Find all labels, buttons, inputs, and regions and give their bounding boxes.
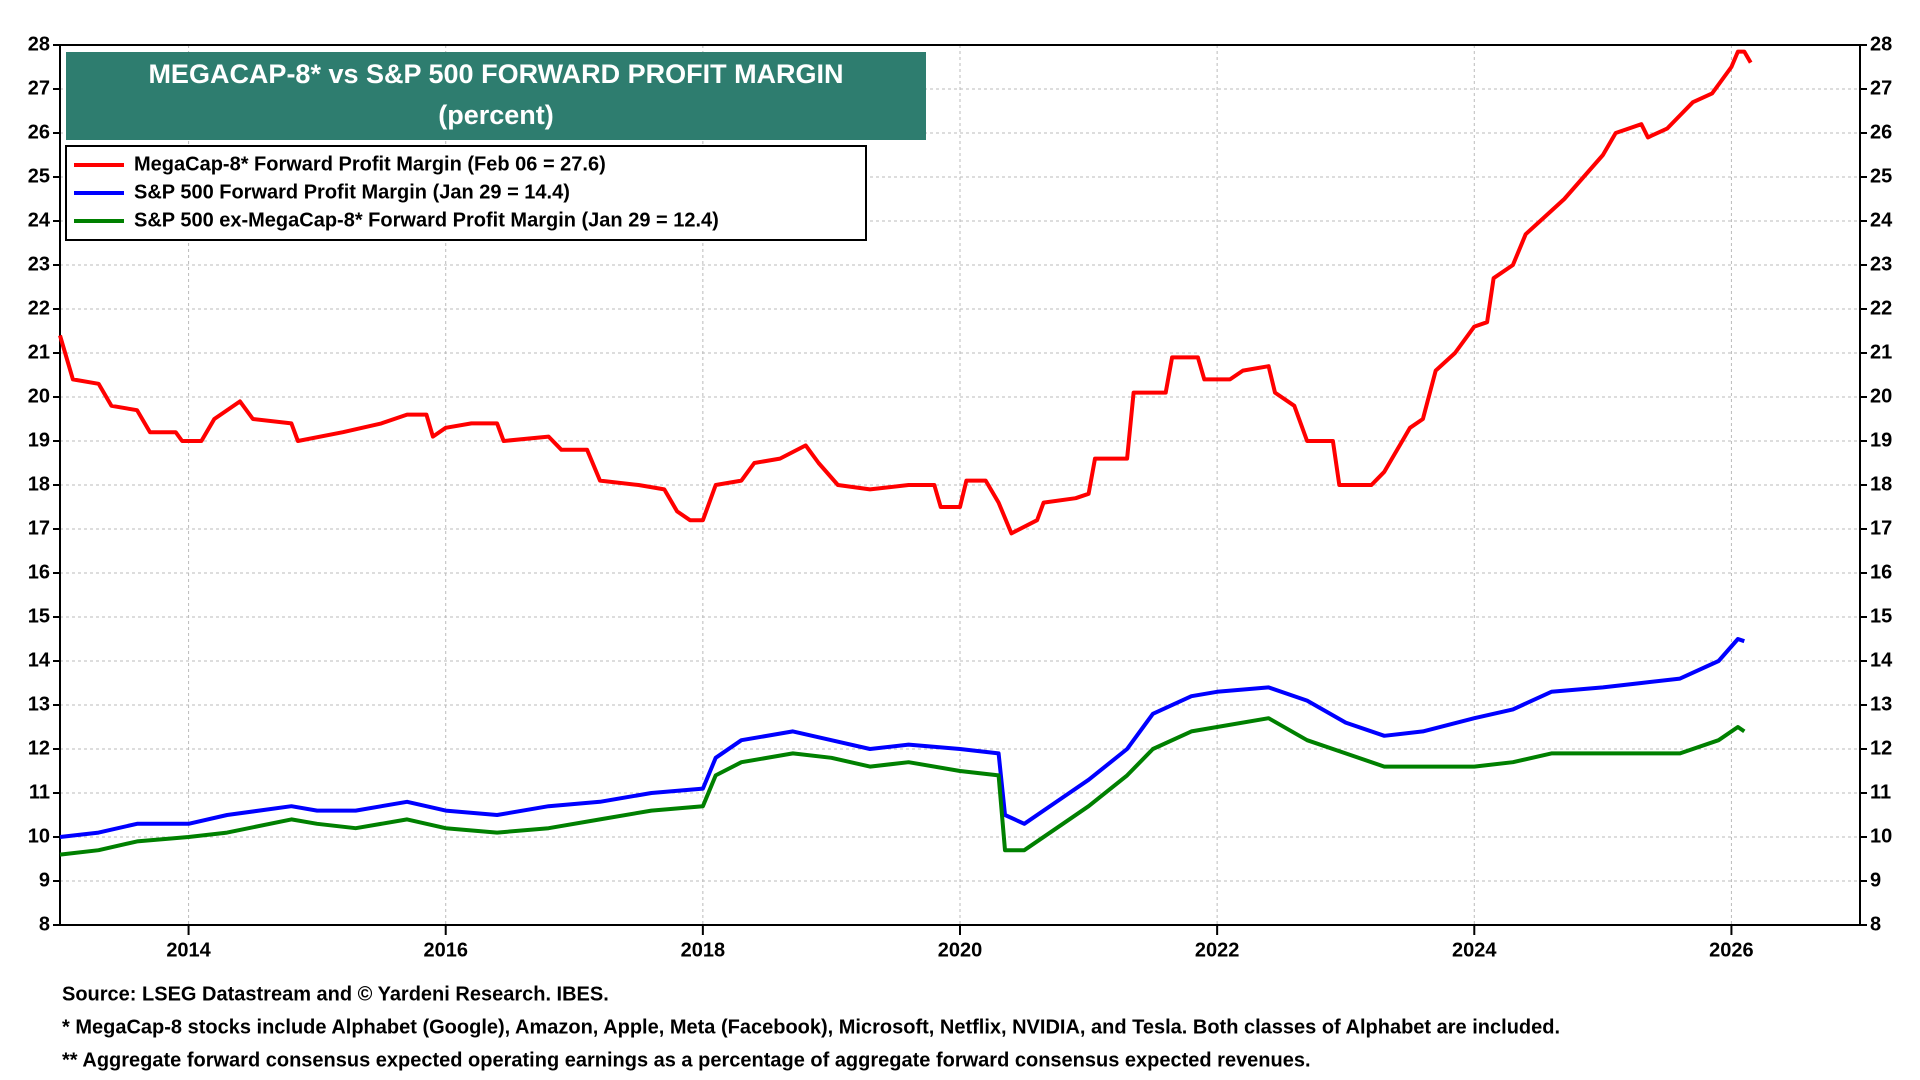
x-tick-label: 2016	[423, 939, 468, 961]
y2-tick-label: 9	[1870, 869, 1881, 891]
y-tick-label: 17	[28, 517, 50, 539]
y-tick-label: 16	[28, 561, 50, 583]
note: ** Aggregate forward consensus expected …	[62, 1049, 1311, 1071]
y-tick-label: 10	[28, 825, 50, 847]
x-tick-label: 2020	[938, 939, 983, 961]
y2-tick-label: 10	[1870, 825, 1892, 847]
y-tick-label: 19	[28, 429, 50, 451]
x-tick-label: 2014	[166, 939, 211, 961]
y-tick-label: 18	[28, 473, 50, 495]
y2-tick-label: 18	[1870, 473, 1892, 495]
y-tick-label: 24	[28, 209, 51, 231]
y2-tick-label: 27	[1870, 77, 1892, 99]
y-tick-label: 26	[28, 121, 50, 143]
x-tick-label: 2022	[1195, 939, 1240, 961]
y-tick-label: 11	[29, 781, 50, 803]
legend-label: S&P 500 ex-MegaCap-8* Forward Profit Mar…	[134, 209, 719, 231]
series-line	[58, 49, 1753, 536]
series-line	[59, 637, 1745, 839]
y2-tick-label: 13	[1870, 693, 1892, 715]
y2-tick-label: 15	[1870, 605, 1892, 627]
y2-tick-label: 8	[1870, 913, 1881, 935]
y-tick-label: 20	[28, 385, 50, 407]
y2-tick-label: 21	[1870, 341, 1892, 363]
y2-tick-label: 19	[1870, 429, 1892, 451]
y-tick-label: 15	[28, 605, 50, 627]
y2-tick-label: 22	[1870, 297, 1892, 319]
legend-label: MegaCap-8* Forward Profit Margin (Feb 06…	[134, 153, 606, 175]
plot-frame	[59, 44, 1861, 926]
note: Source: LSEG Datastream and © Yardeni Re…	[62, 983, 609, 1005]
y-tick-label: 8	[39, 913, 50, 935]
y2-tick-label: 14	[1870, 649, 1893, 671]
note: * MegaCap-8 stocks include Alphabet (Goo…	[62, 1016, 1560, 1038]
y2-tick-label: 20	[1870, 385, 1892, 407]
y-tick-label: 12	[28, 737, 50, 759]
y-tick-label: 25	[28, 165, 50, 187]
y2-tick-label: 24	[1870, 209, 1893, 231]
y2-tick-label: 16	[1870, 561, 1892, 583]
y2-tick-label: 12	[1870, 737, 1892, 759]
y2-tick-label: 28	[1870, 33, 1892, 55]
y2-tick-label: 11	[1870, 781, 1891, 803]
x-tick-label: 2018	[681, 939, 726, 961]
legend-label: S&P 500 Forward Profit Margin (Jan 29 = …	[134, 181, 570, 203]
y-tick-label: 14	[28, 649, 51, 671]
y2-tick-label: 17	[1870, 517, 1892, 539]
series-line	[59, 716, 1746, 857]
y-tick-label: 21	[28, 341, 50, 363]
y-tick-label: 28	[28, 33, 50, 55]
title-box	[66, 52, 926, 140]
chart-title: MEGACAP-8* vs S&P 500 FORWARD PROFIT MAR…	[148, 59, 843, 89]
y2-tick-label: 23	[1870, 253, 1892, 275]
y-tick-label: 9	[39, 869, 50, 891]
y-tick-label: 13	[28, 693, 50, 715]
y2-tick-label: 26	[1870, 121, 1892, 143]
y-tick-label: 22	[28, 297, 50, 319]
chart-subtitle: (percent)	[438, 100, 554, 130]
y-tick-label: 27	[28, 77, 50, 99]
x-tick-label: 2024	[1452, 939, 1497, 961]
x-tick-label: 2026	[1709, 939, 1754, 961]
y2-tick-label: 25	[1870, 165, 1892, 187]
legend-box	[65, 145, 867, 241]
y-tick-label: 23	[28, 253, 50, 275]
